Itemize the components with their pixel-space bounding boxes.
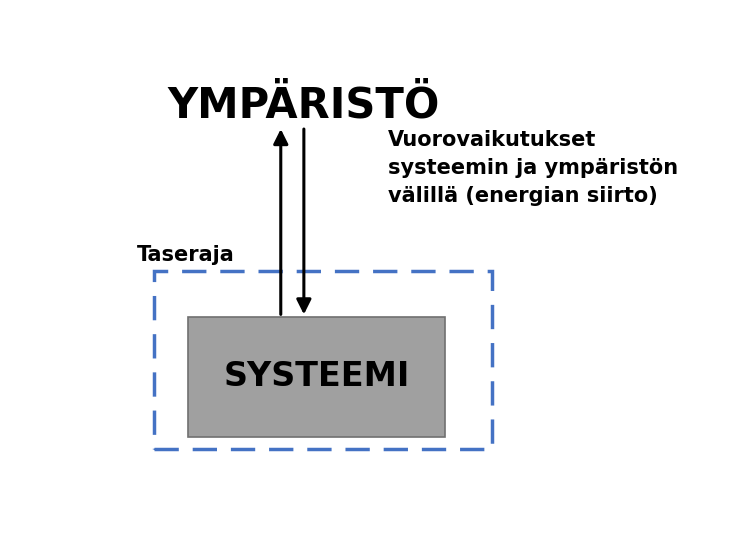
Text: Vuorovaikutukset
systeemin ja ympäristön
välillä (energian siirto): Vuorovaikutukset systeemin ja ympäristön… bbox=[387, 130, 678, 207]
Text: Taseraja: Taseraja bbox=[136, 245, 234, 265]
Bar bbox=[188, 317, 446, 437]
Text: YMPÄRISTÖ: YMPÄRISTÖ bbox=[168, 84, 440, 126]
Bar bbox=[153, 271, 492, 450]
Text: SYSTEEMI: SYSTEEMI bbox=[224, 360, 410, 393]
